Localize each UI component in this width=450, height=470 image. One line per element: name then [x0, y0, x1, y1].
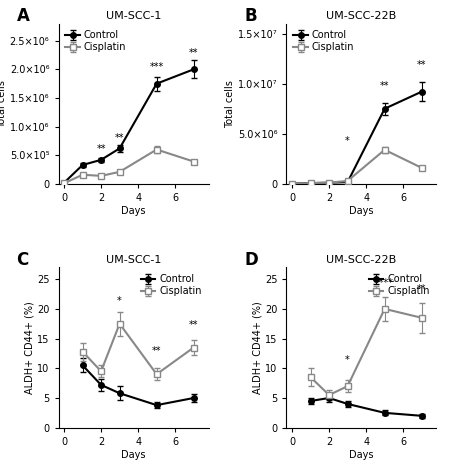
Text: ***: ***: [149, 62, 164, 72]
Text: **: **: [189, 320, 198, 329]
Legend: Control, Cisplatin: Control, Cisplatin: [367, 272, 432, 298]
Text: *: *: [345, 355, 350, 365]
Legend: Control, Cisplatin: Control, Cisplatin: [139, 272, 204, 298]
Text: **: **: [380, 81, 389, 91]
Text: ****: ****: [375, 278, 394, 288]
Text: **: **: [96, 144, 106, 154]
X-axis label: Days: Days: [121, 449, 146, 460]
Legend: Control, Cisplatin: Control, Cisplatin: [63, 28, 128, 54]
Y-axis label: ALDH+ CD44+ (%): ALDH+ CD44+ (%): [252, 301, 262, 394]
Text: C: C: [17, 251, 29, 269]
Title: UM-SCC-1: UM-SCC-1: [106, 11, 161, 21]
Text: **: **: [417, 60, 427, 70]
Text: *: *: [117, 296, 122, 306]
Title: UM-SCC-22B: UM-SCC-22B: [326, 255, 396, 265]
Title: UM-SCC-22B: UM-SCC-22B: [326, 11, 396, 21]
Text: **: **: [152, 346, 162, 356]
X-axis label: Days: Days: [349, 206, 374, 216]
Text: *: *: [345, 136, 350, 146]
Title: UM-SCC-1: UM-SCC-1: [106, 255, 161, 265]
Text: B: B: [244, 8, 257, 25]
Text: **: **: [417, 284, 427, 294]
Y-axis label: Total cells: Total cells: [0, 80, 7, 128]
Text: **: **: [115, 133, 124, 143]
Text: D: D: [244, 251, 258, 269]
Y-axis label: ALDH+ CD44+ (%): ALDH+ CD44+ (%): [24, 301, 34, 394]
Legend: Control, Cisplatin: Control, Cisplatin: [291, 28, 356, 54]
X-axis label: Days: Days: [349, 449, 374, 460]
X-axis label: Days: Days: [121, 206, 146, 216]
Text: A: A: [17, 8, 29, 25]
Y-axis label: Total cells: Total cells: [225, 80, 235, 128]
Text: **: **: [189, 48, 198, 58]
